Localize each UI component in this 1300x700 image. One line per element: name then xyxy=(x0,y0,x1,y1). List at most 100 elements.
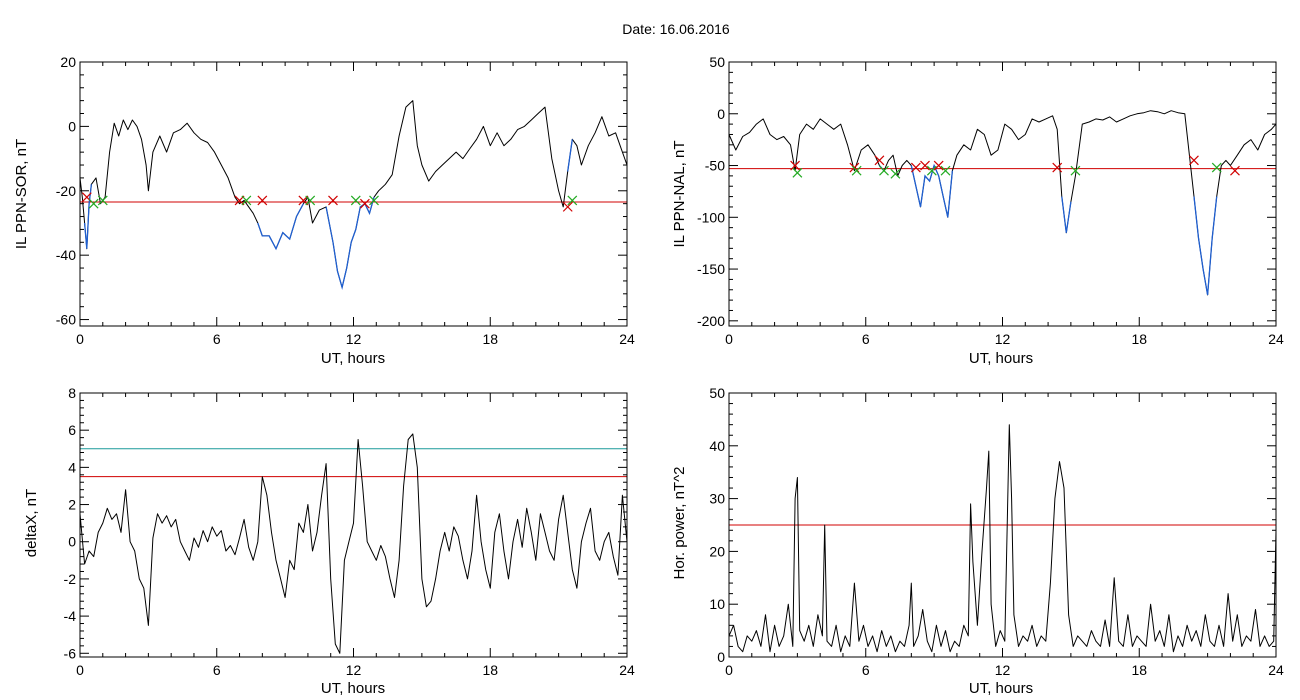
panel-hor-power: 0 6 12 18 24 50 40 30 20 10 0 UT, hours Hor. power… xyxy=(671,385,1284,697)
il-ppn-nal-marker-9-stroke-b xyxy=(926,165,937,176)
il-ppn-sor-marker-0-stroke-b xyxy=(81,192,92,203)
il-ppn-nal-xtick-label-1: 6 xyxy=(862,331,870,347)
il-ppn-nal-marker-8-stroke-b xyxy=(920,160,930,171)
il-ppn-nal-marker-8 xyxy=(920,160,930,171)
deltax-ytick-label-6: -4 xyxy=(64,608,77,624)
hor-power-xtick-label-2: 12 xyxy=(995,662,1011,678)
hor-power-ytick-label-3: 20 xyxy=(709,543,725,559)
xlabel-il-ppn-nal: UT, hours xyxy=(969,350,1033,367)
il-ppn-nal-marker-11 xyxy=(940,165,951,176)
il-ppn-sor-marker-9-stroke-b xyxy=(350,195,361,206)
il-ppn-nal-marker-15-stroke-b xyxy=(1211,162,1222,173)
deltax-ytick-label-1: 6 xyxy=(68,422,76,438)
il-ppn-sor-marker-5 xyxy=(257,195,268,206)
il-ppn-sor-marker-13-stroke-b xyxy=(567,195,578,206)
il-ppn-sor-ytick-label-2: -20 xyxy=(56,183,76,199)
il-ppn-nal-xtick-label-0: 0 xyxy=(725,331,733,347)
il-ppn-nal-marker-0-stroke-b xyxy=(790,160,801,171)
il-ppn-sor-plot-frame xyxy=(79,61,628,327)
il-ppn-nal-marker-11-stroke-b xyxy=(940,165,951,176)
il-ppn-nal-marker-6-stroke-b xyxy=(890,168,901,179)
il-ppn-sor-blue-segment-2 xyxy=(325,197,375,290)
deltax-xtick-label-2: 12 xyxy=(346,662,362,678)
xlabel-il-ppn-sor: UT, hours xyxy=(321,350,385,367)
ylabel-il-ppn-sor: IL PPN-SOR, nT xyxy=(13,139,30,249)
hor-power-ytick-label-2: 30 xyxy=(709,491,725,507)
deltax-ytick-label-7: -6 xyxy=(64,645,77,661)
il-ppn-nal-ytick-label-2: -50 xyxy=(705,158,725,174)
hor-power-ytick-label-1: 40 xyxy=(709,438,725,454)
il-ppn-sor-ytick-label-1: 0 xyxy=(68,118,76,134)
il-ppn-sor-marker-8 xyxy=(328,195,338,206)
il-ppn-sor-marker-2 xyxy=(97,195,108,206)
il-ppn-sor-blue-segment-3 xyxy=(567,139,573,172)
il-ppn-sor-marker-10 xyxy=(359,198,370,209)
hor-power-xtick-label-1: 6 xyxy=(862,662,870,678)
il-ppn-nal-marker-10 xyxy=(933,160,944,171)
il-ppn-nal-ytick-label-5: -200 xyxy=(697,313,725,329)
il-ppn-sor-marker-8-stroke-b xyxy=(328,195,338,206)
deltax-series-line xyxy=(79,433,628,654)
il-ppn-nal-marker-7 xyxy=(910,162,921,173)
il-ppn-nal-blue-segment-3 xyxy=(910,163,954,218)
il-ppn-nal-xtick-label-4: 24 xyxy=(1268,331,1284,347)
hor-power-xtick-label-0: 0 xyxy=(725,662,733,678)
il-ppn-nal-marker-3-stroke-b xyxy=(851,165,862,176)
il-ppn-nal-marker-3 xyxy=(851,165,862,176)
il-ppn-sor-marker-9 xyxy=(350,195,361,206)
il-ppn-nal-marker-5 xyxy=(879,165,889,176)
hor-power-ytick-label-4: 10 xyxy=(709,596,725,612)
xlabel-deltax: UT, hours xyxy=(321,680,385,697)
il-ppn-sor-marker-10-stroke-b xyxy=(359,198,370,209)
il-ppn-sor-marker-7 xyxy=(305,195,316,206)
il-ppn-sor-ytick-label-0: 20 xyxy=(60,54,76,70)
panel-il-ppn-sor: 0 6 12 18 24 20 0 -20 -40 -60 UT, hours IL PPN-SO… xyxy=(13,54,635,367)
il-ppn-nal-ytick-label-3: -100 xyxy=(697,209,725,225)
hor-power-ytick-label-0: 50 xyxy=(709,385,725,401)
il-ppn-sor-ytick-label-4: -60 xyxy=(56,312,76,328)
il-ppn-nal-xtick-label-2: 12 xyxy=(995,331,1011,347)
xlabel-hor-power: UT, hours xyxy=(969,680,1033,697)
il-ppn-nal-marker-5-stroke-b xyxy=(879,165,889,176)
deltax-ytick-label-2: 4 xyxy=(68,459,76,475)
il-ppn-sor-marker-11 xyxy=(369,195,379,206)
il-ppn-sor-marker-1-stroke-b xyxy=(88,198,99,209)
il-ppn-sor-xtick-label-2: 12 xyxy=(346,331,362,347)
il-ppn-nal-marker-0 xyxy=(790,160,801,171)
il-ppn-sor-xtick-label-0: 0 xyxy=(76,331,84,347)
il-ppn-nal-marker-6 xyxy=(890,168,901,179)
il-ppn-nal-marker-1-stroke-b xyxy=(792,167,803,178)
deltax-ytick-label-0: 8 xyxy=(68,385,76,401)
il-ppn-nal-marker-14-stroke-b xyxy=(1189,155,1199,166)
il-ppn-sor-marker-12-stroke-b xyxy=(562,201,573,212)
il-ppn-sor-marker-11-stroke-b xyxy=(369,195,379,206)
il-ppn-sor-xtick-label-4: 24 xyxy=(619,331,635,347)
il-ppn-sor-marker-4-stroke-b xyxy=(241,195,252,206)
panel-il-ppn-nal: 0 6 12 18 24 50 0 -50 -100 -150 -200 UT, hours IL … xyxy=(671,54,1284,367)
il-ppn-nal-ytick-label-4: -150 xyxy=(697,261,725,277)
il-ppn-nal-marker-7-stroke-b xyxy=(910,162,921,173)
il-ppn-nal-ytick-label-0: 50 xyxy=(709,54,725,70)
il-ppn-sor-marker-1 xyxy=(88,198,99,209)
il-ppn-nal-marker-16 xyxy=(1230,165,1240,176)
hor-power-ytick-label-5: 0 xyxy=(717,649,725,665)
il-ppn-sor-series-line xyxy=(79,100,628,288)
deltax-xtick-label-1: 6 xyxy=(213,662,221,678)
il-ppn-sor-marker-13 xyxy=(567,195,578,206)
ylabel-deltax: deltaX, nT xyxy=(23,489,40,557)
il-ppn-nal-marker-9 xyxy=(926,165,937,176)
il-ppn-nal-xtick-label-3: 18 xyxy=(1131,331,1147,347)
hor-power-xtick-label-4: 24 xyxy=(1268,662,1284,678)
il-ppn-sor-ytick-label-3: -40 xyxy=(56,247,76,263)
il-ppn-nal-blue-segment-4 xyxy=(1061,196,1072,233)
il-ppn-nal-blue-segment-5 xyxy=(1193,196,1218,296)
deltax-ytick-label-4: 0 xyxy=(68,534,76,550)
il-ppn-sor-xtick-label-1: 6 xyxy=(213,331,221,347)
deltax-xtick-label-0: 0 xyxy=(76,662,84,678)
ylabel-hor-power: Hor. power, nT^2 xyxy=(671,467,688,580)
il-ppn-sor-marker-7-stroke-b xyxy=(305,195,316,206)
il-ppn-nal-marker-15 xyxy=(1211,162,1222,173)
il-ppn-nal-marker-4 xyxy=(874,155,885,166)
il-ppn-nal-marker-13-stroke-b xyxy=(1070,165,1081,176)
